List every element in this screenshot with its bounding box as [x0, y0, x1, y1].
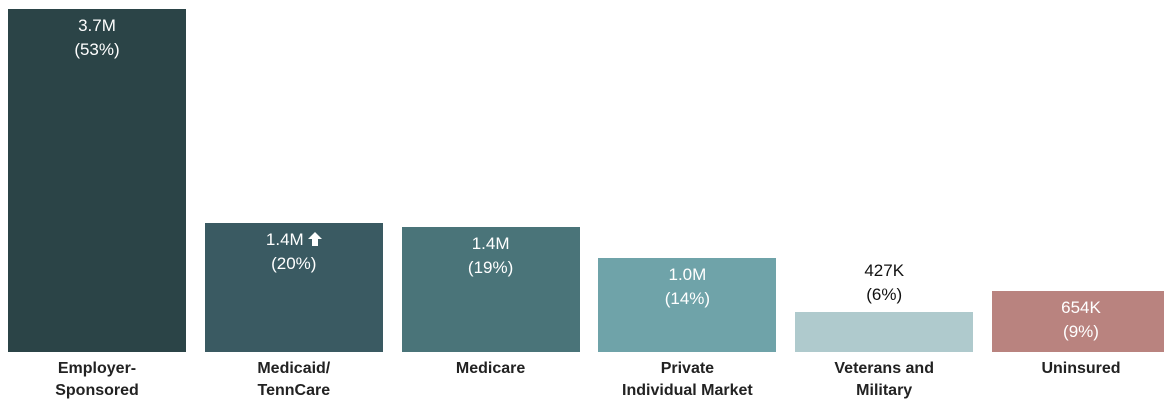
category-label: Medicaid/ TennCare: [257, 360, 331, 399]
value-label: 1.4M: [471, 233, 510, 253]
value-label: 3.7M: [8, 15, 186, 37]
bar: [598, 258, 777, 352]
category-label: Medicare: [455, 360, 526, 377]
percent-label: (6%): [866, 285, 903, 305]
category-label: Private Individual Market: [622, 360, 753, 399]
percent-label: (20%): [271, 254, 317, 274]
percent-label: (19%): [467, 257, 514, 277]
value-label: 654K: [992, 297, 1164, 319]
value-label: 3.7M: [78, 16, 116, 35]
percent-label: (53%): [74, 40, 120, 59]
category-label: Veterans and Military: [834, 360, 934, 399]
up-arrow-icon: [307, 232, 322, 247]
bar: [401, 226, 580, 352]
value-label: 1.4M: [402, 233, 580, 255]
bar: [795, 312, 974, 352]
value-label: 427K: [795, 260, 973, 282]
bar: [992, 291, 1164, 352]
value-label: 427K: [864, 261, 905, 281]
percent-label: (9%): [1063, 322, 1099, 342]
category-label: Uninsured: [1041, 360, 1121, 377]
value-label: 1.4M: [205, 229, 383, 251]
percent-label: (14%): [664, 289, 711, 309]
value-label: 1.0M: [598, 264, 776, 286]
bar: [8, 9, 186, 352]
up-arrow-shape: [307, 232, 322, 247]
value-label: 1.0M: [668, 265, 707, 285]
category-label: Employer- Sponsored: [55, 360, 139, 399]
value-label: 654K: [1061, 298, 1101, 318]
bar: [204, 223, 383, 352]
value-label: 1.4M: [265, 230, 304, 250]
